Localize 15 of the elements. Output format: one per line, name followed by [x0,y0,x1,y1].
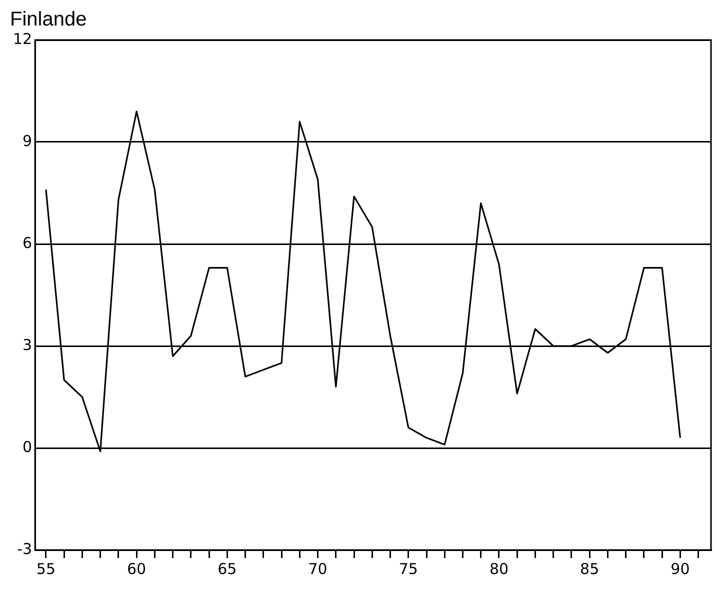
y-tick-label: 9 [22,132,32,150]
y-tick-label: 6 [22,234,32,252]
y-tick-label: -3 [17,540,32,558]
x-tick-label: 85 [580,560,600,578]
y-tick-label: 12 [12,30,32,48]
x-tick-label: 55 [36,560,56,578]
x-tick-label: 60 [127,560,146,578]
y-tick-label: 3 [22,336,32,354]
y-tick-label: 0 [22,438,32,456]
x-tick-label: 65 [218,560,237,578]
chart-title: Finlande [10,8,87,31]
x-tick-label: 90 [670,560,690,578]
x-tick-label: 80 [489,560,509,578]
x-tick-label: 75 [398,560,418,578]
x-tick-label: 70 [308,560,328,578]
